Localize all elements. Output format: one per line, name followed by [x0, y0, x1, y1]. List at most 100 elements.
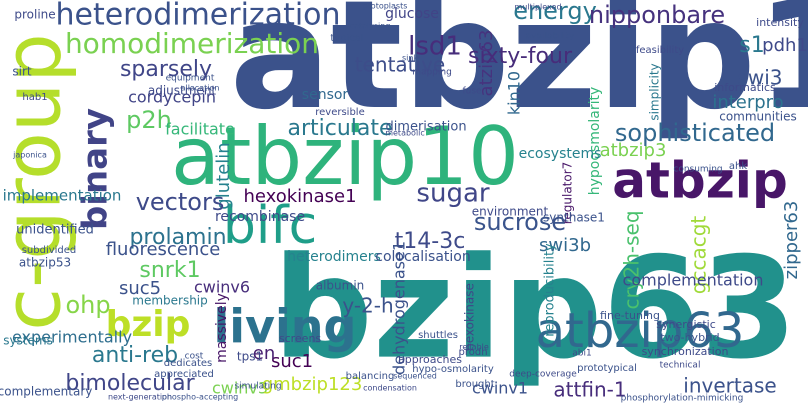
cloud-word: y-2-h — [342, 294, 393, 318]
cloud-word: atbzip1 — [230, 0, 808, 143]
cloud-word: reproducibility — [543, 243, 558, 337]
cloud-word: membership — [132, 294, 208, 308]
cloud-word: communities — [719, 110, 797, 124]
cloud-word: hypoosmolarity — [587, 87, 603, 196]
cloud-word: typical — [330, 33, 363, 44]
cloud-word: snrk1 — [139, 258, 200, 283]
cloud-word: metabolic — [385, 129, 425, 138]
cloud-word: energy — [513, 0, 597, 25]
cloud-word: gccacgt — [687, 216, 711, 295]
cloud-word: sink — [402, 54, 418, 63]
cloud-word: cwinv6 — [194, 278, 250, 297]
cloud-word: synergistic — [656, 318, 716, 331]
cloud-word: cwinv3 — [212, 379, 268, 398]
cloud-word: heterodimerization — [55, 0, 340, 33]
cloud-word: sixty-four — [468, 44, 573, 69]
cloud-word: adjustment — [148, 84, 217, 98]
cloud-word: ahk — [729, 161, 747, 172]
cloud-word: hypo-osmolarity — [412, 364, 494, 375]
cloud-word: next-generation — [108, 393, 172, 402]
cloud-word: abi1 — [572, 349, 591, 359]
cloud-word: dehydrogenase1 — [390, 241, 409, 375]
cloud-word: attfin-1 — [553, 378, 626, 402]
cloud-word: sequenced — [393, 372, 437, 381]
cloud-word: complementation — [623, 271, 764, 290]
cloud-word: living — [214, 300, 357, 354]
cloud-word: multiplexed — [514, 3, 561, 12]
cloud-word: recombinase — [215, 209, 305, 225]
cloud-word: informatics — [714, 81, 776, 94]
cloud-word: glutelin — [213, 142, 234, 209]
cloud-word: atbzip — [612, 152, 787, 210]
cloud-word: feasibility — [636, 45, 684, 56]
cloud-word: cost — [185, 352, 204, 362]
cloud-word: unidentified — [16, 223, 94, 238]
cloud-word: fuse — [462, 87, 482, 97]
cloud-word: albumin — [316, 279, 365, 293]
cloud-word: deep-coverage — [509, 370, 577, 380]
cloud-word: prodh — [458, 347, 487, 358]
cloud-word: bimolecular — [65, 371, 195, 396]
cloud-word: facilitate — [165, 120, 235, 139]
cloud-word: bzip — [106, 304, 191, 345]
cloud-word: p2h — [126, 106, 172, 134]
cloud-word: ohp — [65, 291, 110, 319]
cloud-word: en — [253, 343, 275, 364]
cloud-word: phosphorylation-mimicking — [621, 394, 744, 404]
cloud-word: anti-reb — [92, 343, 178, 368]
cloud-word: binary — [76, 108, 116, 230]
cloud-word: japonica — [12, 151, 47, 160]
cloud-word: sugar — [416, 179, 489, 209]
cloud-word: prolamin — [129, 225, 226, 250]
cloud-word: swi3b — [539, 235, 591, 256]
cloud-word: cry2h-seq — [620, 210, 644, 309]
cloud-word: tentative — [355, 53, 445, 77]
cloud-word: sucrose — [474, 208, 566, 236]
cloud-word: systems — [3, 334, 53, 348]
cloud-word: hexokinase1 — [243, 186, 356, 207]
cloud-word: heterodimers — [287, 249, 381, 265]
cloud-word: glucose — [385, 6, 439, 22]
cloud-word: sparsely — [120, 57, 212, 82]
cloud-word: articulate — [287, 116, 392, 141]
cloud-word: massively — [214, 293, 230, 363]
cloud-word: atbzip10 — [171, 110, 519, 203]
cloud-word: bifc — [223, 196, 317, 256]
cloud-word: suc1 — [271, 351, 313, 372]
cloud-word: vectors — [136, 188, 225, 216]
cloud-word: screens — [279, 332, 322, 345]
cloud-word: prototypical — [577, 363, 637, 374]
cloud-word: hab1 — [22, 92, 47, 103]
cloud-word: proline — [14, 8, 55, 22]
cloud-word: condensation — [363, 384, 417, 393]
cloud-word: subdivided — [22, 245, 77, 256]
cloud-word: bzip63 — [273, 228, 798, 391]
cloud-word: s1 — [739, 33, 764, 58]
cloud-word: technical — [660, 361, 701, 371]
cloud-word: experimentally — [12, 328, 132, 347]
cloud-word: balancing — [346, 371, 395, 382]
cloud-word: cwinv1 — [472, 379, 528, 398]
cloud-word: consuming — [673, 165, 722, 175]
cloud-word: lsd1 — [408, 32, 462, 62]
cloud-word: availability — [526, 32, 576, 42]
cloud-word: synchronization — [642, 345, 729, 358]
cloud-word: reliable — [459, 343, 489, 352]
cloud-word: tps1 — [237, 350, 263, 364]
cloud-word: dedicates — [164, 358, 213, 369]
cloud-word: regulator7 — [561, 162, 575, 225]
cloud-word: sensor — [302, 87, 349, 103]
cloud-word: phospho-accepting — [162, 393, 239, 402]
cloud-word: shuttles — [418, 330, 458, 341]
cloud-word: protoplasts — [363, 2, 408, 11]
cloud-word: sirt — [12, 65, 32, 79]
cloud-word: allocation — [181, 84, 220, 93]
cloud-word: pdh1 — [762, 35, 808, 56]
cloud-word: fine-tuning — [600, 309, 660, 322]
cloud-word: mapping — [412, 68, 452, 78]
cloud-word: suc5 — [119, 278, 161, 299]
cloud-word: atbzip63 — [536, 303, 745, 359]
cloud-word: complementary — [0, 385, 92, 399]
cloud-word: ecosystems — [519, 146, 602, 162]
